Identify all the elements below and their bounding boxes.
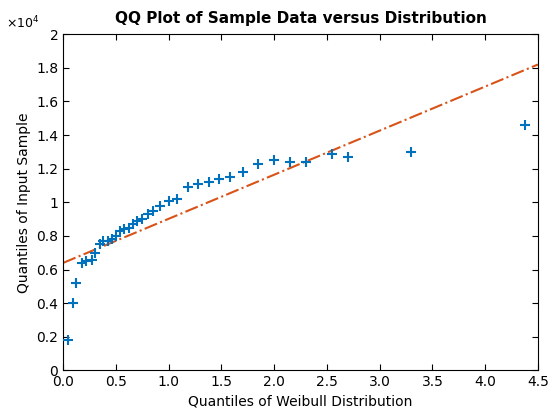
Title: QQ Plot of Sample Data versus Distribution: QQ Plot of Sample Data versus Distributi…: [115, 11, 487, 26]
Point: [226, 174, 235, 181]
Point: [96, 241, 105, 248]
Point: [116, 228, 125, 234]
Point: [301, 159, 310, 165]
Point: [133, 218, 142, 224]
Point: [64, 337, 73, 344]
Y-axis label: Quantiles of Input Sample: Quantiles of Input Sample: [17, 112, 31, 293]
Point: [194, 181, 203, 187]
X-axis label: Quantiles of Weibull Distribution: Quantiles of Weibull Distribution: [188, 395, 413, 409]
Point: [254, 160, 263, 167]
Point: [521, 122, 530, 129]
Point: [138, 216, 147, 223]
Point: [120, 226, 129, 233]
Point: [164, 197, 173, 204]
Point: [111, 233, 120, 239]
Point: [87, 256, 96, 263]
Point: [238, 169, 247, 176]
Point: [128, 221, 137, 228]
Point: [328, 150, 337, 157]
Point: [270, 157, 279, 164]
Point: [215, 176, 224, 182]
Point: [286, 159, 295, 165]
Point: [99, 238, 108, 244]
Point: [148, 207, 157, 214]
Point: [71, 280, 80, 286]
Point: [68, 300, 77, 307]
Point: [172, 196, 181, 202]
Point: [108, 236, 116, 243]
Point: [204, 179, 213, 186]
Point: [82, 258, 91, 265]
Point: [143, 211, 152, 218]
Point: [156, 202, 165, 209]
Point: [407, 149, 416, 155]
Point: [103, 238, 112, 244]
Point: [90, 249, 99, 256]
Point: [124, 224, 133, 231]
Point: [344, 154, 353, 160]
Point: [78, 260, 87, 266]
Point: [183, 184, 192, 191]
Text: $\times10^4$: $\times10^4$: [6, 14, 40, 31]
